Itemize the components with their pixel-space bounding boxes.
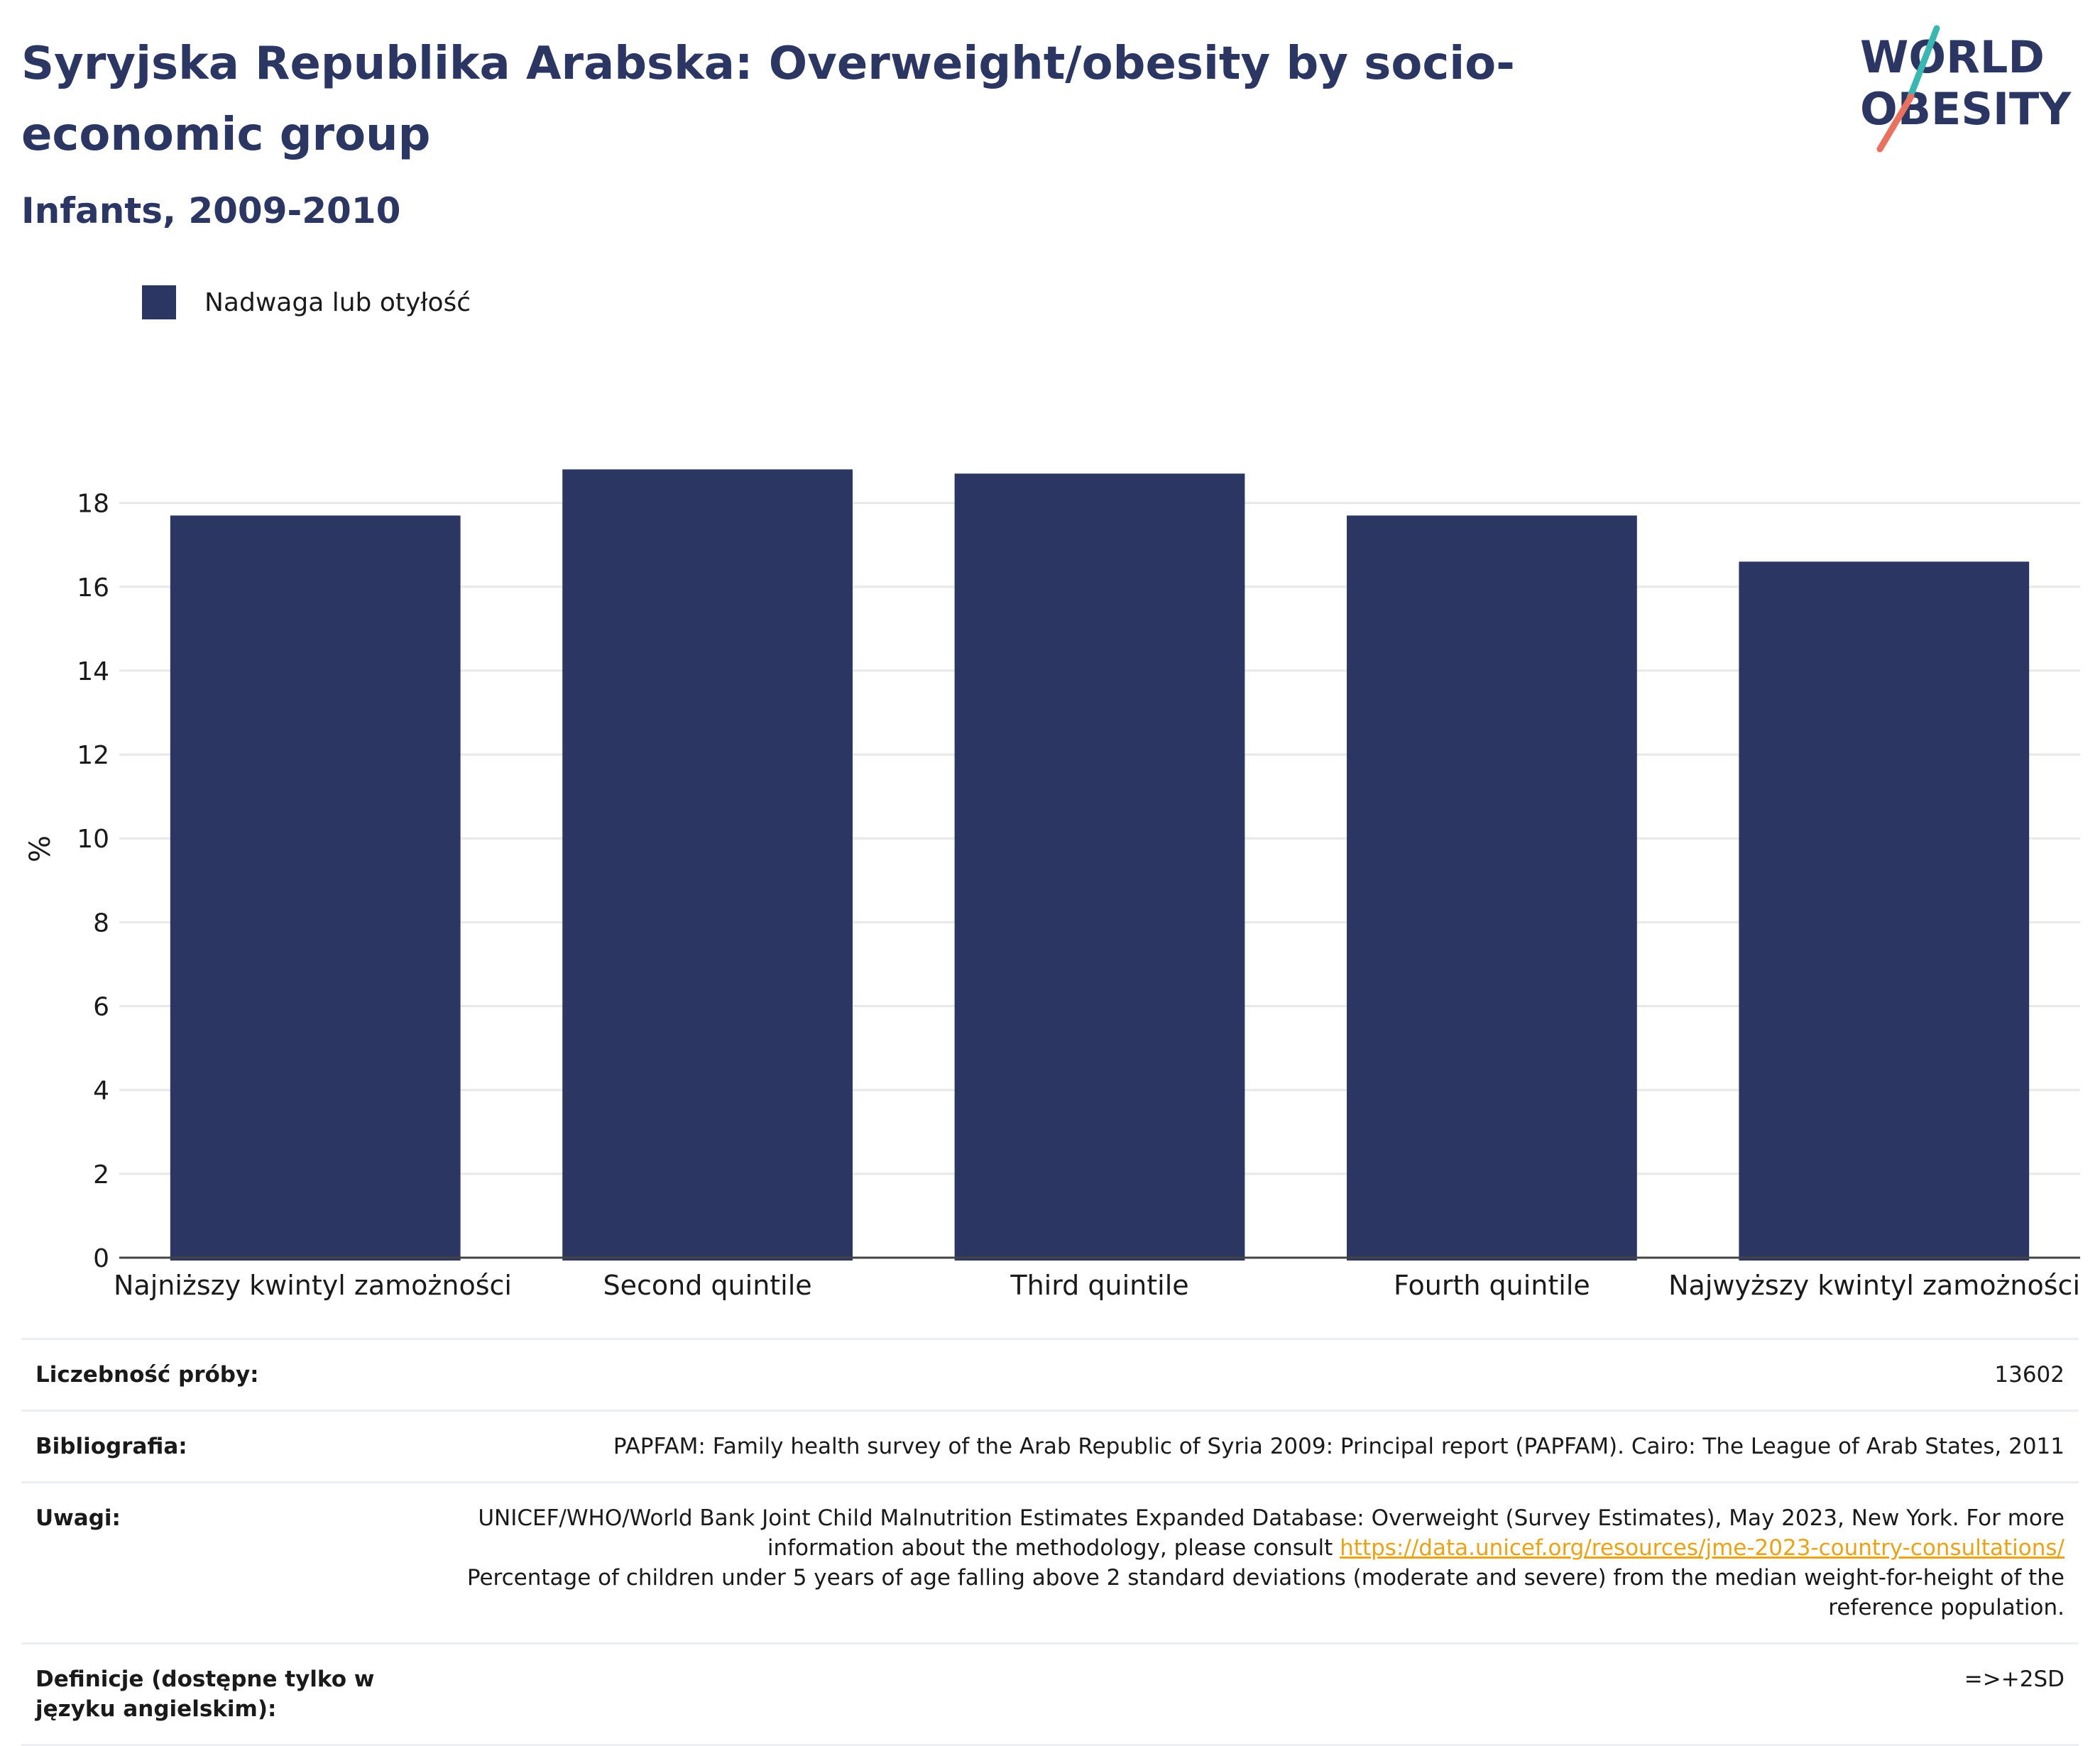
- notes-label: Uwagi:: [35, 1505, 121, 1531]
- sample-size-value: 13602: [1994, 1362, 2065, 1388]
- x-tick-label: Third quintile: [1010, 1270, 1188, 1301]
- bar: [1347, 515, 1637, 1261]
- bibliography-label: Bibliografia:: [35, 1434, 187, 1459]
- meta-row-bibliography: Bibliografia: PAPFAM: Family health surv…: [21, 1410, 2079, 1483]
- x-tick-label: Najwyższy kwintyl zamożności: [1668, 1270, 2080, 1301]
- y-tick-label: 16: [77, 573, 109, 603]
- notes-value: UNICEF/WHO/World Bank Joint Child Malnut…: [447, 1483, 2079, 1644]
- y-tick-label: 2: [93, 1160, 109, 1190]
- x-tick-label: Fourth quintile: [1394, 1270, 1590, 1301]
- legend-label: Nadwaga lub otyłość: [204, 287, 471, 317]
- logo-line-1: WORLD: [1860, 31, 2045, 83]
- bar: [1739, 561, 2030, 1261]
- page-subtitle: Infants, 2009-2010: [21, 190, 401, 231]
- legend-swatch: [142, 285, 176, 319]
- chart-legend: Nadwaga lub otyłość: [142, 282, 471, 322]
- notes-text-1: UNICEF/WHO/World Bank Joint Child Malnut…: [478, 1505, 2065, 1561]
- bar: [562, 469, 853, 1261]
- world-obesity-logo: WORLD OBESITY: [1860, 25, 2072, 153]
- unicef-link[interactable]: https://data.unicef.org/resources/jme-20…: [1340, 1535, 2065, 1561]
- bar: [954, 473, 1245, 1261]
- definition-label: Definicje (dostępne tylko w języku angie…: [35, 1667, 375, 1722]
- bar: [170, 515, 461, 1261]
- meta-row-notes: Uwagi: UNICEF/WHO/World Bank Joint Child…: [21, 1482, 2079, 1644]
- y-tick-label: 12: [77, 741, 109, 770]
- x-tick-label: Najniższy kwintyl zamożności: [114, 1270, 512, 1301]
- page-title: Syryjska Republika Arabska: Overweight/o…: [21, 38, 1515, 161]
- definition-value: =>+2SD: [1964, 1667, 2065, 1692]
- y-tick-label: 14: [77, 657, 109, 686]
- meta-row-definition: Definicje (dostępne tylko w języku angie…: [21, 1643, 2079, 1745]
- y-tick-label: 18: [77, 490, 109, 519]
- bibliography-value: PAPFAM: Family health survey of the Arab…: [613, 1434, 2065, 1459]
- y-tick-label: 0: [93, 1244, 109, 1273]
- y-tick-label: 6: [93, 993, 109, 1022]
- sample-size-label: Liczebność próby:: [35, 1362, 259, 1388]
- bar-chart: 0 2 4 6 8 10 12 14 16 18% Najniższy kwintyl zamożn…: [24, 469, 2080, 1301]
- metadata-table: Liczebność próby: 13602 Bibliografia: PA…: [21, 1338, 2079, 1746]
- x-tick-label: Second quintile: [603, 1270, 812, 1301]
- y-tick-label: 4: [93, 1077, 109, 1106]
- logo-slash-teal: [1906, 25, 1940, 101]
- y-tick-label: 8: [93, 908, 109, 938]
- notes-text-2: Percentage of children under 5 years of …: [466, 1565, 2065, 1620]
- logo-slash-coral: [1876, 93, 1915, 153]
- y-axis-label: %: [24, 835, 57, 862]
- y-tick-label: 10: [77, 825, 109, 854]
- meta-row-sample: Liczebność próby: 13602: [21, 1339, 2079, 1411]
